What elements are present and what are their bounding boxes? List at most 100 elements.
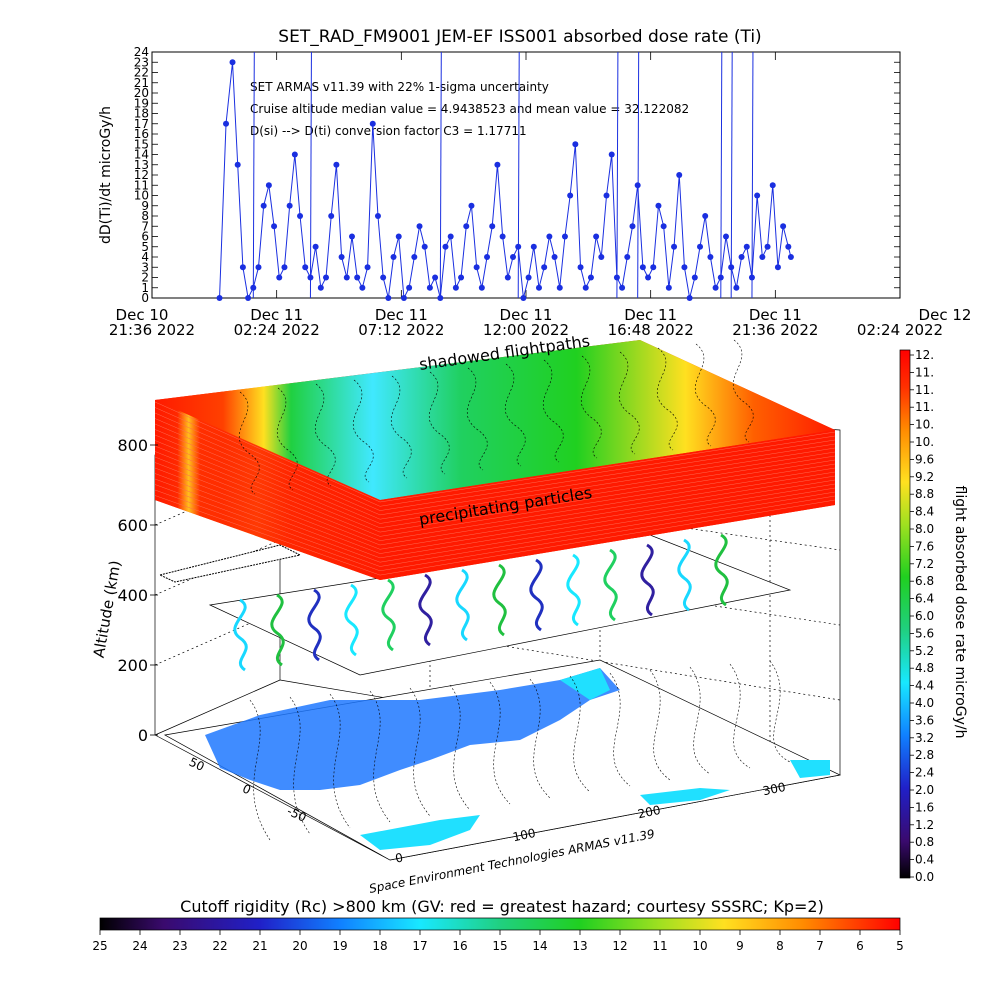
sheet-track-line xyxy=(732,339,754,443)
dose-rate-colorbar-gradient xyxy=(899,349,911,879)
cutoff-rigidity-colorbar-gradient xyxy=(99,917,901,931)
data-point xyxy=(390,254,397,260)
x-tick-label-time: 21:36 2022 xyxy=(109,321,195,339)
y-tick-label: 5 xyxy=(141,240,149,254)
y-tick-label: 16 xyxy=(134,127,149,141)
three-d-view: shadowed flightpaths precipitating parti… xyxy=(90,331,842,896)
data-point xyxy=(582,284,589,291)
time-series-y-axis-label: dD(Ti)/dt microGy/h xyxy=(98,106,114,244)
dose-rate-colorbar-ticks: 12. 11. 11. 11. 10. 10. 9.6 9.2 8.8 8.4 8.0 7.6 7.2 6… xyxy=(910,348,934,884)
data-point xyxy=(650,264,657,271)
ground-track-line xyxy=(529,678,551,799)
sheet-stripe xyxy=(154,478,381,563)
data-point xyxy=(587,274,594,281)
sheet-stripes xyxy=(154,401,836,576)
cutoff-rigidity-tick-label: 8 xyxy=(776,939,784,953)
data-point xyxy=(769,182,776,189)
time-series-annotations: SET ARMAS v11.39 with 22% 1-sigma uncert… xyxy=(250,80,689,138)
sheet-stripe xyxy=(379,483,836,559)
sheet-track-line xyxy=(428,371,450,475)
data-point xyxy=(317,284,324,291)
dose-rate-tick-label: 1.2 xyxy=(915,818,934,832)
orbit-wave xyxy=(455,568,470,642)
sheet-stripe xyxy=(379,495,836,572)
data-point xyxy=(525,274,532,281)
dose-rate-tick-label: 12. xyxy=(915,348,934,362)
dose-rate-tick-label: 8.8 xyxy=(915,487,934,501)
data-point xyxy=(323,274,330,281)
cutoff-rigidity-tick-label: 13 xyxy=(572,939,587,953)
continent-america xyxy=(790,760,830,778)
data-point xyxy=(421,243,428,250)
y-tick-label: 20 xyxy=(134,86,149,100)
cutoff-rigidity-tick-label: 5 xyxy=(896,939,904,953)
dose-rate-tick-label: 11. xyxy=(915,365,934,379)
dose-rate-tick-label: 3.6 xyxy=(915,713,934,727)
cutoff-rigidity-tick-label: 15 xyxy=(492,939,507,953)
latitude-tick-label: 0 xyxy=(240,781,253,797)
dose-rate-tick-label: 0.8 xyxy=(915,835,934,849)
sheet-track-line xyxy=(618,351,640,455)
y-tick-label: 3 xyxy=(141,260,149,274)
data-point xyxy=(333,161,340,168)
data-point xyxy=(707,254,714,260)
y-tick-label: 21 xyxy=(134,76,149,90)
y-tick-label: 7 xyxy=(141,219,149,233)
data-point xyxy=(380,274,387,281)
sheet-track-line xyxy=(580,355,602,459)
dose-rate-tick-label: 4.4 xyxy=(915,679,934,693)
data-point xyxy=(452,284,459,291)
sheet-stripe xyxy=(154,407,381,507)
dose-rate-tick-label: 6.8 xyxy=(915,574,934,588)
cutoff-rigidity-tick-label: 12 xyxy=(612,939,627,953)
dose-rate-tick-label: 7.6 xyxy=(915,539,934,553)
cutoff-rigidity-tick-label: 9 xyxy=(736,939,744,953)
orbit-wave xyxy=(566,553,581,627)
x-tick-label-date: Dec 10 xyxy=(116,306,169,324)
data-point xyxy=(504,274,511,281)
ground-track-line xyxy=(569,675,591,793)
data-point xyxy=(286,202,293,209)
x-tick-label-time: 21:36 2022 xyxy=(732,321,818,339)
data-point xyxy=(406,284,413,291)
y-tick-label: 8 xyxy=(141,209,149,223)
x-tick-label-time: 02:24 2022 xyxy=(234,321,320,339)
cutoff-rigidity-tick-label: 17 xyxy=(412,939,427,953)
data-point xyxy=(343,274,350,281)
data-point xyxy=(722,233,729,240)
y-tick-label: 22 xyxy=(134,66,149,80)
dose-rate-tick-label: 0.4 xyxy=(915,853,934,867)
data-point xyxy=(281,264,288,271)
sheet-stripe xyxy=(154,451,381,541)
spike-line xyxy=(730,51,733,299)
dose-rate-tick-label: 11. xyxy=(915,383,934,397)
sheet-stripe xyxy=(154,418,381,516)
spike-line xyxy=(309,51,312,299)
data-point xyxy=(338,254,345,260)
sheet-stripe xyxy=(154,440,381,533)
sheet-stripe xyxy=(379,491,836,567)
data-point xyxy=(348,233,355,240)
data-point xyxy=(359,284,366,291)
sheet-stripe xyxy=(154,429,381,524)
data-point xyxy=(671,243,678,250)
data-point xyxy=(764,243,771,250)
orbit-waves xyxy=(233,533,729,672)
ground-track-line xyxy=(689,666,711,775)
y-tick-label: 12 xyxy=(134,168,149,182)
data-point xyxy=(733,284,740,291)
data-point xyxy=(567,192,574,199)
sheet-stripe xyxy=(154,473,381,559)
data-point xyxy=(639,264,646,271)
data-point xyxy=(354,274,361,281)
dose-rate-tick-label: 1.6 xyxy=(915,800,934,814)
y-tick-label: 15 xyxy=(134,137,149,151)
dose-rate-tick-label: 3.2 xyxy=(915,731,934,745)
dose-rate-tick-label: 6.4 xyxy=(915,592,934,606)
y-tick-label: 0 xyxy=(141,291,149,305)
data-point xyxy=(374,213,381,219)
data-point xyxy=(223,120,230,127)
x-tick-label-date: Dec 11 xyxy=(375,306,428,324)
data-point xyxy=(676,172,683,178)
